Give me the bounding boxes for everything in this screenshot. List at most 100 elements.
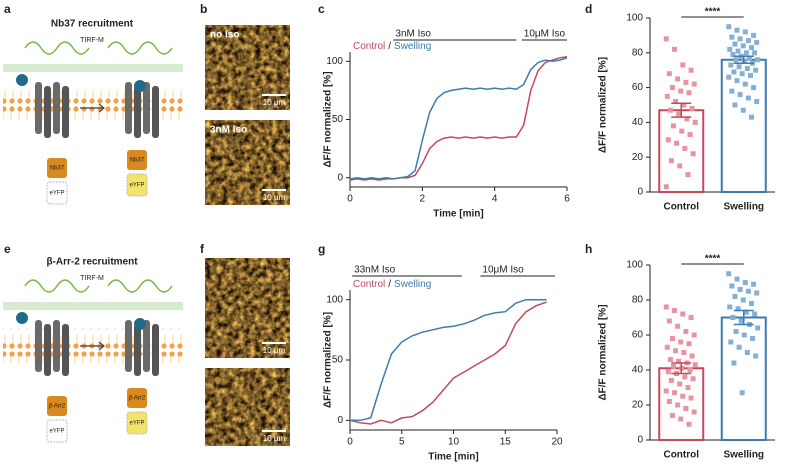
data-point <box>688 395 694 401</box>
data-point <box>739 390 745 396</box>
data-point <box>667 357 673 362</box>
data-point <box>731 360 737 366</box>
x-tick-label: 10 <box>448 437 460 448</box>
light-wave <box>24 279 173 293</box>
binder-label: Nb37 <box>50 166 65 172</box>
legend-entry: Swelling <box>394 41 431 52</box>
error-bar <box>671 102 692 118</box>
fluorophore-label: eYFP <box>49 191 64 197</box>
receptor <box>134 86 141 138</box>
binder <box>127 388 147 408</box>
line-series <box>350 298 547 422</box>
data-point <box>736 64 742 70</box>
data-point <box>752 311 758 317</box>
data-point <box>692 119 698 125</box>
data-point <box>683 79 689 85</box>
data-point <box>745 288 751 294</box>
data-point <box>678 88 684 94</box>
data-point <box>754 290 760 296</box>
y-tick-label: 60 <box>632 82 644 93</box>
data-point <box>728 62 734 68</box>
data-point <box>685 385 691 390</box>
y-tick-label: 0 <box>637 187 643 198</box>
y-tick-label: 100 <box>626 13 643 24</box>
panel-label: e <box>4 242 11 256</box>
arrow <box>80 103 105 113</box>
data-point <box>669 85 675 91</box>
data-point <box>735 306 741 312</box>
data-point <box>665 137 671 143</box>
diagram-title: β-Arr-2 recruitment <box>46 257 138 268</box>
data-point <box>678 339 684 345</box>
data-point <box>680 393 686 399</box>
panel-label: c <box>318 2 325 16</box>
y-tick-label: 100 <box>626 260 643 271</box>
data-point <box>742 81 748 87</box>
data-point <box>740 297 746 303</box>
data-point <box>752 50 758 56</box>
x-axis-title: Time [min] <box>428 452 478 463</box>
data-point <box>677 381 683 387</box>
significance: **** <box>705 254 721 265</box>
data-point <box>749 114 755 120</box>
scale-bar-label: 10 μm <box>263 434 286 443</box>
data-point <box>663 388 669 394</box>
data-point <box>664 93 670 99</box>
annotation: 10μM Iso <box>524 29 566 40</box>
data-point <box>733 329 739 334</box>
data-point <box>736 344 742 350</box>
x-tick-label: 5 <box>399 437 405 448</box>
data-point <box>690 376 696 382</box>
receptor <box>44 86 51 138</box>
data-point <box>688 315 694 320</box>
binder <box>47 396 67 416</box>
scale-bar-label: 10 μm <box>263 193 286 202</box>
data-point <box>755 325 761 331</box>
receptor <box>152 86 159 138</box>
micrograph <box>205 258 290 358</box>
data-point <box>672 390 678 396</box>
data-point <box>733 57 739 63</box>
x-tick-label: 2 <box>420 194 426 205</box>
data-point <box>676 111 682 117</box>
binder-label: Nb37 <box>130 158 145 164</box>
data-point <box>740 43 746 49</box>
receptor <box>143 320 150 372</box>
receptor <box>125 320 132 372</box>
receptor <box>53 320 60 372</box>
data-point <box>673 99 679 105</box>
data-point <box>730 52 736 58</box>
data-point <box>734 276 740 282</box>
data-point <box>727 46 733 52</box>
data-point <box>691 81 697 87</box>
data-point <box>689 105 695 111</box>
y-tick-label: 40 <box>632 117 644 128</box>
data-point <box>663 184 669 190</box>
line-series <box>349 301 547 425</box>
data-point <box>688 67 694 73</box>
fluorophore-label: eYFP <box>49 429 64 435</box>
data-point <box>663 36 669 42</box>
data-point <box>755 57 761 63</box>
data-point <box>683 406 689 411</box>
data-point <box>669 413 675 418</box>
y-tick-label: 40 <box>632 365 644 376</box>
panel-label: b <box>200 2 207 16</box>
data-point <box>747 72 753 78</box>
data-point <box>742 29 748 35</box>
panel-label: d <box>585 2 592 16</box>
microscopy-label: TIRF-M <box>80 275 104 282</box>
data-point <box>738 318 744 324</box>
binder-label: β-Arr2 <box>129 396 146 402</box>
data-point <box>666 71 672 77</box>
data-point <box>742 280 748 285</box>
data-point <box>729 34 735 40</box>
data-point <box>686 341 692 347</box>
data-point <box>687 132 693 138</box>
data-point <box>745 95 751 101</box>
data-point <box>675 323 681 329</box>
fluorophore <box>46 181 68 205</box>
data-point <box>753 67 759 73</box>
receptor <box>134 324 141 376</box>
ligand <box>16 312 28 324</box>
